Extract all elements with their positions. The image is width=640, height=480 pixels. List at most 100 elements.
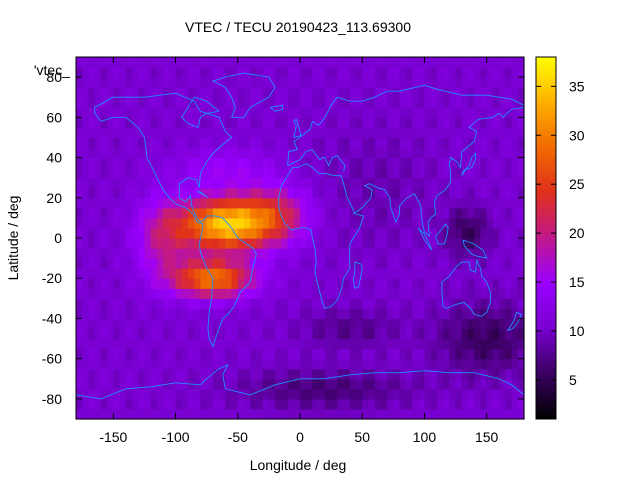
heatmap-cell: [343, 167, 351, 179]
heatmap-cell: [231, 127, 239, 139]
heatmap-cell: [399, 217, 407, 229]
heatmap-cell: [293, 278, 301, 289]
heatmap-cell: [492, 318, 500, 330]
heatmap-cell: [125, 187, 133, 199]
heatmap-cell: [331, 308, 338, 320]
heatmap-cell: [511, 107, 519, 118]
heatmap-cell: [163, 107, 170, 118]
heatmap-cell: [156, 137, 164, 149]
heatmap-cell: [287, 378, 295, 390]
heatmap-cell: [194, 318, 202, 330]
heatmap-cell: [181, 227, 189, 239]
heatmap-cell: [343, 97, 351, 108]
heatmap-cell: [150, 187, 158, 199]
heatmap-cell: [175, 278, 183, 289]
heatmap-cell: [268, 378, 276, 390]
heatmap-cell: [181, 197, 189, 209]
heatmap-cell: [380, 117, 388, 128]
heatmap-cell: [324, 338, 332, 350]
heatmap-cell: [468, 157, 475, 169]
heatmap-cell: [268, 278, 276, 289]
heatmap-cell: [337, 57, 345, 68]
heatmap-cell: [405, 57, 413, 68]
heatmap-cell: [306, 318, 314, 330]
heatmap-cell: [412, 398, 419, 410]
heatmap-cell: [393, 187, 401, 199]
heatmap-cell: [237, 217, 245, 229]
heatmap-cell: [144, 278, 152, 289]
heatmap-cell: [449, 117, 457, 128]
heatmap-cell: [505, 388, 513, 400]
heatmap-cell: [499, 147, 506, 159]
heatmap-cell: [225, 258, 233, 269]
heatmap-cell: [169, 378, 177, 390]
heatmap-cell: [206, 137, 214, 149]
heatmap-cell: [511, 217, 519, 229]
heatmap-cell: [436, 328, 444, 340]
heatmap-cell: [262, 227, 270, 239]
heatmap-cell: [349, 268, 357, 279]
heatmap-cell: [88, 368, 96, 380]
heatmap-cell: [82, 348, 90, 360]
heatmap-cell: [505, 368, 513, 380]
heatmap-cell: [262, 398, 270, 410]
heatmap-cell: [163, 398, 170, 410]
heatmap-cell: [237, 298, 245, 309]
heatmap-cell: [107, 358, 114, 370]
heatmap-cell: [356, 177, 363, 189]
heatmap-cell: [150, 358, 158, 370]
heatmap-cell: [300, 358, 307, 370]
heatmap-cell: [144, 318, 152, 330]
x-tick-label: -100: [162, 429, 190, 445]
heatmap-cell: [443, 298, 450, 309]
heatmap-cell: [281, 167, 289, 179]
heatmap-cell: [156, 328, 164, 340]
heatmap-cell: [474, 328, 482, 340]
heatmap-cell: [399, 348, 407, 360]
heatmap-cell: [368, 248, 376, 259]
coastline: [435, 223, 449, 245]
heatmap-cell: [119, 408, 127, 420]
heatmap-cell: [418, 147, 426, 159]
heatmap-cell: [219, 408, 226, 420]
heatmap-cell: [318, 268, 326, 279]
heatmap-cell: [156, 288, 164, 299]
heatmap-cell: [212, 248, 220, 259]
heatmap-cell: [150, 308, 158, 320]
coastline: [441, 258, 491, 317]
heatmap-cell: [393, 278, 401, 289]
heatmap-cell: [430, 77, 438, 88]
heatmap-cell: [461, 368, 469, 380]
heatmap-cell: [287, 408, 295, 420]
heatmap-cell: [300, 278, 307, 289]
heatmap-cell: [256, 227, 264, 239]
heatmap-cell: [324, 358, 332, 370]
heatmap-cell: [82, 398, 90, 410]
heatmap-cell: [374, 117, 382, 128]
heatmap-cell: [511, 187, 519, 199]
heatmap-cell: [138, 97, 146, 108]
heatmap-cell: [511, 388, 519, 400]
heatmap-cell: [405, 408, 413, 420]
heatmap-cell: [250, 268, 258, 279]
heatmap-cell: [374, 338, 382, 350]
heatmap-cell: [262, 288, 270, 299]
heatmap-cell: [150, 87, 158, 98]
heatmap-cell: [517, 318, 525, 330]
heatmap-cell: [188, 187, 195, 199]
heatmap-cell: [287, 117, 295, 128]
heatmap-cell: [505, 408, 513, 420]
heatmap-cell: [486, 358, 494, 370]
heatmap-cell: [499, 308, 506, 320]
heatmap-cell: [511, 77, 519, 88]
heatmap-cell: [318, 238, 326, 249]
heatmap-cell: [436, 318, 444, 330]
heatmap-cell: [480, 408, 488, 420]
heatmap-cell: [144, 187, 152, 199]
heatmap-cell: [225, 238, 233, 249]
heatmap-cell: [418, 368, 426, 380]
heatmap-cell: [436, 298, 444, 309]
heatmap-cell: [144, 368, 152, 380]
heatmap-cell: [206, 167, 214, 179]
heatmap-cell: [405, 107, 413, 118]
